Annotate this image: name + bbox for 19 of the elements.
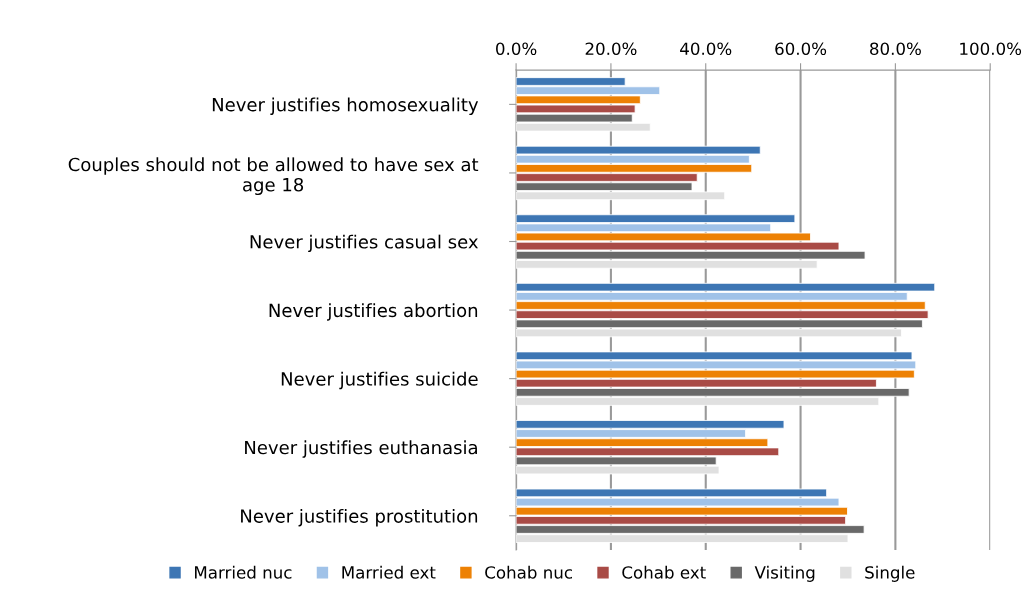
legend-label: Cohab nuc (485, 565, 572, 579)
y-tick-label: Never justifies euthanasia (245, 440, 477, 458)
legend-label: Married nuc (195, 565, 292, 579)
x-tick-label: 80.0% (870, 42, 921, 56)
x-tick-label: 0.0% (496, 42, 537, 56)
y-tick-label: Never justifies homosexuality (212, 97, 479, 115)
y-tick-label: Never justifies abortion (269, 303, 478, 321)
x-tick-label: 60.0% (775, 42, 827, 56)
y-tick-label: Never justifies prostitution (241, 508, 478, 527)
y-tick-label: Never justifies casual sex (250, 234, 479, 253)
x-tick-label: 100.0% (960, 42, 1022, 56)
legend-label: Single (865, 565, 915, 582)
legend-label: Cohab ext (622, 565, 706, 579)
x-tick-label: 40.0% (680, 42, 732, 56)
y-tick-label: Never justifies suicide (281, 371, 478, 390)
legend-label: Visiting (754, 565, 815, 582)
y-tick-label: Couples should not be allowed to have sex at age 18 (68, 157, 479, 196)
x-tick-label: 20.0% (585, 42, 637, 56)
legend-label: Married ext (342, 565, 436, 579)
